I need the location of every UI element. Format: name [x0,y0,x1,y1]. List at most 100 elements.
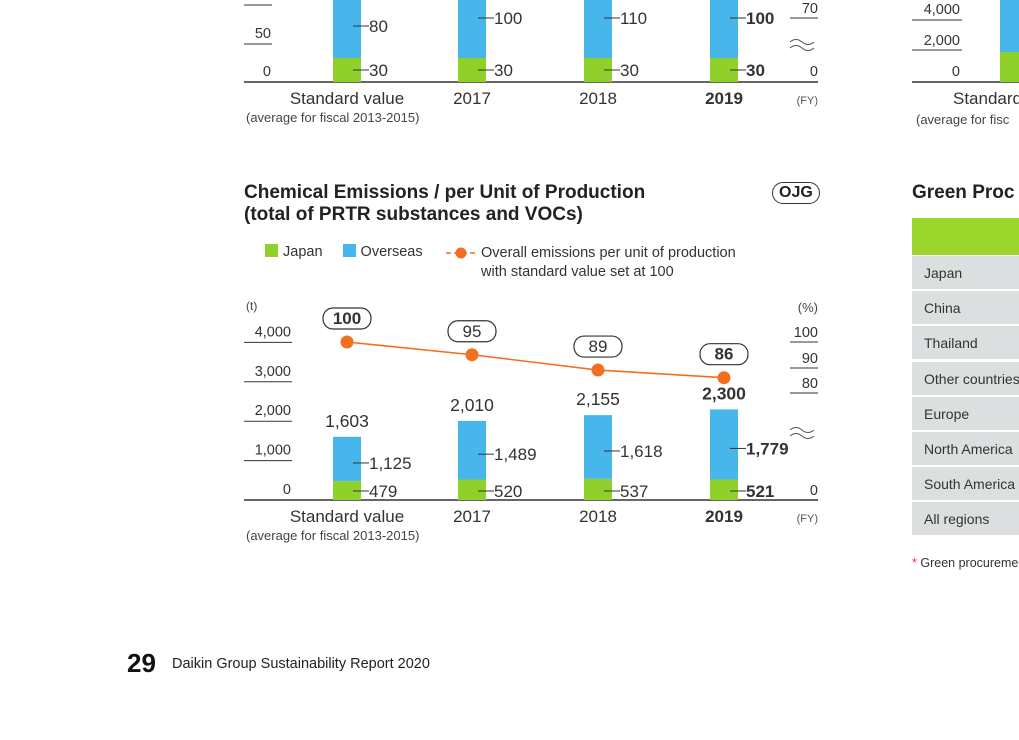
overseas-data-label: 1,779 [746,439,789,458]
tr-tick-label: 0 [952,64,960,80]
green-table-title: Green Proc [912,182,1015,203]
index-point [465,348,479,362]
index-line [346,341,725,379]
top-y-tick-label: 50 [255,26,271,42]
legend-line-marker [446,247,476,259]
table-row: China [912,291,1019,326]
japan-data-label: 479 [369,482,397,501]
top-overseas-label: 80 [369,17,388,36]
y-axis-unit: (t) [246,299,257,313]
legend-overseas: Overseas [342,244,423,260]
y-right-tick-label: 90 [802,351,818,367]
chart-title: Chemical Emissions / per Unit of Product… [244,182,645,226]
top-bar-overseas [333,0,361,58]
top-x-label: 2019 [705,89,743,108]
index-point [717,371,731,385]
footnote-text: Green procureme [920,556,1019,570]
japan-data-label: 521 [746,482,774,501]
table-row: North America [912,432,1019,466]
top-y-tick-label: 0 [263,64,271,80]
x-category-label: 2018 [579,507,617,526]
top-right-chart: 4,000 2,000 0 Standard (average for fisc [912,0,1019,127]
tr-tick-label: 2,000 [924,33,960,49]
legend-line-label: Overall emissions per unit of production… [481,244,736,282]
japan-data-label: 520 [494,482,522,501]
y-right-tick-label: 80 [802,376,818,392]
ojg-badge: OJG [772,182,820,204]
index-point [340,335,354,349]
top-japan-label: 30 [494,61,513,80]
green-table-header [912,218,1019,255]
total-data-label: 1,603 [325,411,369,431]
tr-x-subnote: (average for fisc [916,112,1010,127]
top-overseas-label: 110 [620,9,647,28]
index-data-label: 95 [463,322,482,341]
index-label-box [322,307,372,330]
top-right-tick-label: 70 [802,1,818,17]
y-tick-label: 4,000 [255,324,291,340]
index-label-box [573,335,623,358]
overseas-data-label: 1,125 [369,454,412,473]
tr-bar-japan [1000,52,1019,82]
legend-line-label-2: with standard value set at 100 [481,264,674,280]
legend-overseas-swatch [342,244,356,257]
table-row: Europe [912,396,1019,431]
bar-japan [333,481,361,500]
axis-break-icon [789,427,815,439]
top-bar-overseas [584,0,612,58]
top-overseas-label: 100 [494,9,522,28]
bar-overseas [458,420,486,480]
top-right-tick-label: 0 [810,64,818,80]
top-chart-x-subnote: (average for fiscal 2013-2015) [246,110,420,125]
legend-japan-swatch [265,244,278,257]
x-axis-unit: (FY) [797,513,818,525]
report-title: Daikin Group Sustainability Report 2020 [172,656,430,672]
table-row: South America [912,467,1019,502]
legend-japan-label: Japan [283,244,323,260]
footnote-mark: * [912,556,917,570]
table-row: All regions [912,502,1019,537]
table-row: Japan [912,256,1019,290]
top-japan-label: 30 [369,61,388,80]
total-data-label: 2,155 [576,389,620,409]
top-bar-overseas [458,0,486,58]
index-data-label: 89 [589,337,608,356]
bar-overseas [710,409,738,480]
japan-data-label: 537 [620,482,648,501]
x-category-label: 2017 [453,507,491,526]
overseas-data-label: 1,618 [620,442,663,461]
chart-title-line2: (total of PRTR substances and VOCs) [244,204,583,225]
index-label-box [447,320,497,343]
green-table-footnote: * Green procureme [912,556,1018,570]
x-category-label: 2019 [705,507,743,526]
bar-overseas [584,415,612,479]
legend-overseas-label: Overseas [360,244,423,260]
top-overseas-label: 100 [746,9,774,28]
top-bar-overseas [710,0,738,58]
index-label-box [699,343,749,366]
top-x-label: 2018 [579,89,617,108]
y-tick-label: 2,000 [255,403,291,419]
tr-x-label: Standard [953,89,1019,108]
table-row: Other countries [912,361,1019,396]
y-right-tick-label: 100 [794,325,818,341]
chart-legend: Japan Overseas [265,244,423,260]
legend-japan: Japan [265,244,323,260]
table-row: Thailand [912,326,1019,361]
overseas-data-label: 1,489 [494,445,537,464]
chemical-emissions-chart: (t) 0 1,000 2,000 3,000 4,000 (%) 100 90 80 0 479 1,… [244,299,818,526]
y-tick-label: 3,000 [255,364,291,380]
y-right-tick-label: 0 [810,483,818,499]
top-japan-label: 30 [746,61,765,80]
y-tick-label: 1,000 [255,443,291,459]
tr-bar-overseas [1000,0,1019,52]
top-x-axis-unit: (FY) [797,95,818,107]
x-category-note: (average for fiscal 2013-2015) [246,528,420,543]
chart-title-line1: Chemical Emissions / per Unit of Product… [244,182,646,203]
total-data-label: 2,300 [702,383,746,403]
top-x-label: Standard value [290,89,404,108]
bar-japan [458,479,486,500]
index-data-label: 100 [333,309,361,328]
top-axis-break-icon [789,39,815,51]
